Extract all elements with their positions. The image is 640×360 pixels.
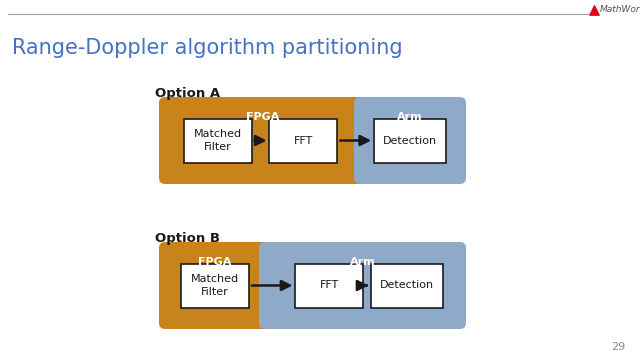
Text: Option B: Option B: [155, 232, 220, 245]
Text: Matched
Filter: Matched Filter: [193, 129, 242, 152]
Bar: [374, 118, 446, 162]
Text: Detection: Detection: [380, 280, 435, 291]
Text: FPGA: FPGA: [246, 112, 279, 122]
Bar: [269, 118, 337, 162]
FancyBboxPatch shape: [259, 242, 466, 329]
Text: FPGA: FPGA: [198, 257, 232, 267]
Bar: [295, 264, 364, 307]
Text: Arm: Arm: [349, 257, 375, 267]
FancyBboxPatch shape: [159, 242, 271, 329]
Text: FFT: FFT: [320, 280, 339, 291]
Text: MathWorks: MathWorks: [600, 5, 640, 14]
FancyBboxPatch shape: [159, 97, 366, 184]
Text: Option A: Option A: [155, 87, 220, 100]
Text: Matched
Filter: Matched Filter: [191, 274, 239, 297]
Bar: [371, 264, 444, 307]
Bar: [184, 118, 252, 162]
Bar: [181, 264, 249, 307]
FancyBboxPatch shape: [354, 97, 466, 184]
Text: Range-Doppler algorithm partitioning: Range-Doppler algorithm partitioning: [12, 38, 403, 58]
Text: FFT: FFT: [294, 135, 313, 145]
Text: 29: 29: [611, 342, 625, 352]
Text: Detection: Detection: [383, 135, 437, 145]
Text: Arm: Arm: [397, 112, 423, 122]
Point: [589, 7, 599, 13]
